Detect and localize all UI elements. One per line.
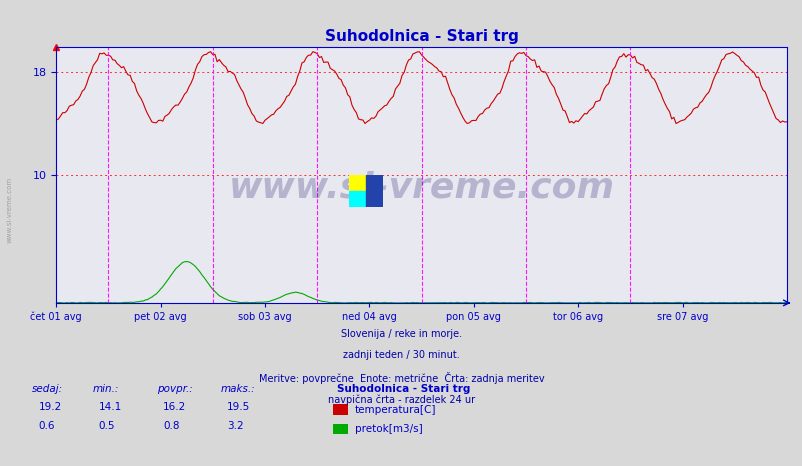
Text: www.si-vreme.com: www.si-vreme.com [229,171,614,205]
Text: pretok[m3/s]: pretok[m3/s] [354,424,422,434]
Text: Suhodolnica - Stari trg: Suhodolnica - Stari trg [337,384,470,394]
Text: 16.2: 16.2 [163,403,186,412]
Text: 0.6: 0.6 [38,421,55,431]
Text: www.si-vreme.com: www.si-vreme.com [6,177,13,243]
Text: navpična črta - razdelek 24 ur: navpična črta - razdelek 24 ur [327,394,475,405]
Text: 19.5: 19.5 [227,403,250,412]
Text: povpr.:: povpr.: [156,384,192,394]
Text: zadnji teden / 30 minut.: zadnji teden / 30 minut. [342,350,460,360]
Text: Slovenija / reke in morje.: Slovenija / reke in morje. [341,329,461,338]
Text: maks.:: maks.: [221,384,255,394]
Text: 14.1: 14.1 [99,403,122,412]
Polygon shape [349,175,366,191]
Text: 0.5: 0.5 [99,421,115,431]
Text: 19.2: 19.2 [38,403,62,412]
Text: min.:: min.: [92,384,119,394]
Text: 0.8: 0.8 [163,421,180,431]
Text: 3.2: 3.2 [227,421,244,431]
Title: Suhodolnica - Stari trg: Suhodolnica - Stari trg [324,29,518,44]
Text: temperatura[C]: temperatura[C] [354,404,435,415]
Text: sedaj:: sedaj: [32,384,63,394]
Text: Meritve: povprečne  Enote: metrične  Črta: zadnja meritev: Meritve: povprečne Enote: metrične Črta:… [258,372,544,384]
Polygon shape [366,175,383,207]
Polygon shape [349,191,366,207]
